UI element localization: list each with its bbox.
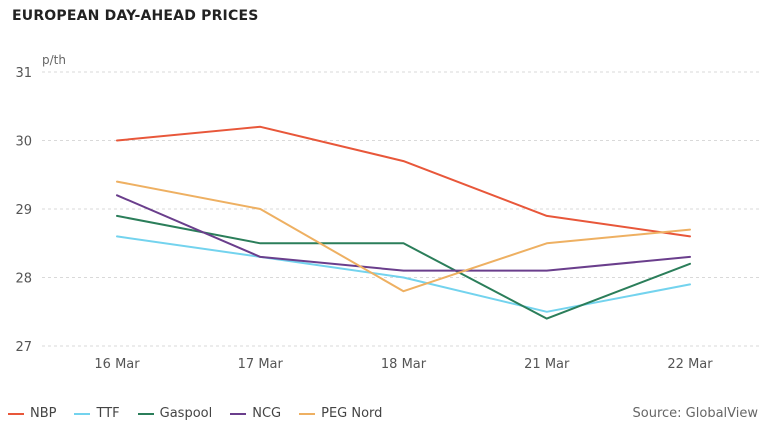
y-tick-label: 28 xyxy=(15,272,32,287)
legend-swatch xyxy=(137,412,154,415)
x-tick-label: 21 Mar xyxy=(524,357,570,372)
x-tick-label: 22 Mar xyxy=(667,357,713,372)
legend-swatch xyxy=(8,412,24,415)
chart-title: EUROPEAN DAY-AHEAD PRICES xyxy=(12,8,259,24)
legend-label: Gaspool xyxy=(159,406,213,421)
chart-legend: NBP TTF Gaspool NCG PEG Nord xyxy=(8,406,400,421)
x-tick-label: 18 Mar xyxy=(381,357,427,372)
legend-item-nbp: NBP xyxy=(8,406,56,421)
series-line-ttf xyxy=(116,235,691,313)
y-tick-label: 29 xyxy=(15,203,32,218)
legend-label: NCG xyxy=(252,406,282,421)
series-line-nbp xyxy=(116,125,691,238)
legend-label: NBP xyxy=(30,406,57,421)
y-tick-label: 31 xyxy=(15,66,32,81)
legend-label: PEG Nord xyxy=(321,406,383,421)
legend-item-ttf: TTF xyxy=(74,406,120,421)
legend-label: TTF xyxy=(96,406,120,421)
legend-item-gaspool: Gaspool xyxy=(137,406,213,421)
y-tick-label: 30 xyxy=(15,135,32,150)
legend-swatch xyxy=(299,412,316,415)
series-line-peg-nord xyxy=(116,180,691,293)
x-tick-label: 17 Mar xyxy=(238,357,284,372)
legend-item-ncg: NCG xyxy=(230,406,281,421)
series-line-ncg xyxy=(116,194,691,272)
legend-swatch xyxy=(74,412,91,415)
x-tick-label: 16 Mar xyxy=(94,357,140,372)
legend-item-peg-nord: PEG Nord xyxy=(299,406,382,421)
line-chart: 27 28 29 30 31 p/th 16 Mar 17 Mar 18 Mar 21 Mar 22… xyxy=(15,53,760,372)
y-tick-label: 27 xyxy=(15,340,32,355)
legend-swatch xyxy=(230,412,247,415)
series-line-gaspool xyxy=(116,214,691,320)
source-note: Source: GlobalView xyxy=(632,406,758,421)
y-axis-unit-label: p/th xyxy=(42,53,66,67)
